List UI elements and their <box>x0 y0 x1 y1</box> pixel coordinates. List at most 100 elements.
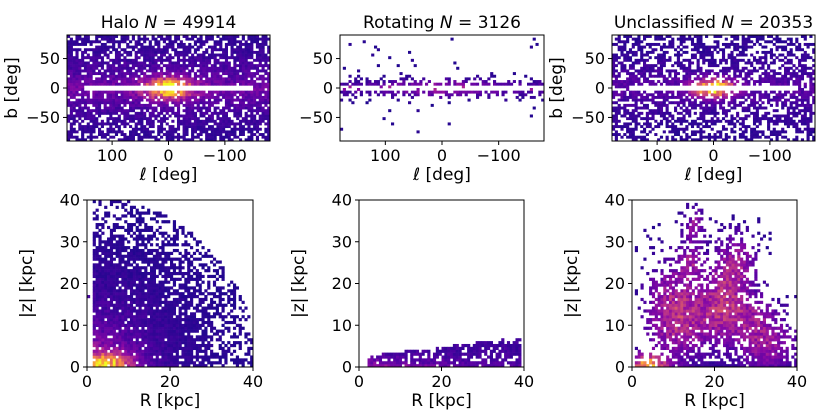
heatmap-bin <box>106 127 110 131</box>
heatmap-bin <box>238 50 243 54</box>
heatmap-bin <box>741 106 745 110</box>
heatmap-bin <box>171 135 175 139</box>
heatmap-bin <box>391 93 395 97</box>
heatmap-bin <box>258 119 262 123</box>
heatmap-bin <box>541 82 545 86</box>
heatmap-bin <box>261 58 265 62</box>
heatmap-bin <box>637 45 641 49</box>
heatmap-bin <box>138 300 142 304</box>
heatmap-bin <box>222 138 226 142</box>
heatmap-bin <box>342 90 346 94</box>
heatmap-bin <box>127 251 131 256</box>
heatmap-bin <box>792 138 796 142</box>
heatmap-bin <box>157 66 161 70</box>
heatmap-bin <box>95 254 99 258</box>
heatmap-bin <box>645 58 649 62</box>
heatmap-bin <box>710 45 714 49</box>
heatmap-bin <box>250 109 254 113</box>
heatmap-bin <box>86 56 90 60</box>
heatmap-bin <box>98 300 102 304</box>
heatmap-bin <box>767 122 771 126</box>
heatmap-bin <box>182 119 186 123</box>
heatmap-bin <box>668 69 672 73</box>
heatmap-bin <box>247 101 251 105</box>
heatmap-bin <box>713 135 717 139</box>
heatmap-bin <box>707 50 711 54</box>
heatmap-bin <box>78 85 82 89</box>
heatmap-bin <box>176 74 181 78</box>
heatmap-bin <box>199 127 203 131</box>
heatmap-bin <box>147 257 151 261</box>
heatmap-bin <box>202 40 206 44</box>
heatmap-bin <box>809 103 813 107</box>
heatmap-bin <box>665 80 669 83</box>
heatmap-bin <box>264 114 268 118</box>
heatmap-bin <box>719 130 723 134</box>
heatmap-bin <box>224 82 229 86</box>
heatmap-bin <box>138 361 142 365</box>
heatmap-bin <box>98 266 102 270</box>
heatmap-bin <box>132 297 136 302</box>
heatmap-bin <box>101 223 105 227</box>
heatmap-bin <box>95 53 99 57</box>
heatmap-bin <box>98 90 102 94</box>
heatmap-bin <box>137 77 141 81</box>
heatmap-bin <box>132 358 136 362</box>
heatmap-bin <box>682 50 686 54</box>
heatmap-bin <box>253 119 257 123</box>
heatmap-bin <box>137 122 141 126</box>
x-tick-label: 100 <box>97 146 128 165</box>
heatmap-bin <box>738 101 742 105</box>
heatmap-bin <box>382 74 386 78</box>
heatmap-bin <box>676 77 680 81</box>
heatmap-bin <box>758 35 762 38</box>
heatmap-bin <box>224 111 229 115</box>
heatmap-bin <box>86 90 90 94</box>
heatmap-bin <box>459 93 463 97</box>
heatmap-bin <box>685 106 689 110</box>
heatmap-bin <box>100 95 104 99</box>
heatmap-bin <box>376 93 380 97</box>
heatmap-bin <box>149 364 154 368</box>
heatmap-bin <box>614 42 618 46</box>
heatmap-bin <box>121 225 125 230</box>
halo-sky-x-label: ℓ [deg] <box>139 165 198 185</box>
heatmap-bin <box>690 122 695 126</box>
heatmap-bin <box>126 93 130 97</box>
heatmap-bin <box>755 111 759 115</box>
heatmap-bin <box>127 295 131 299</box>
heatmap-bin <box>676 58 680 62</box>
heatmap-bin <box>137 133 141 136</box>
heatmap-bin <box>188 109 192 113</box>
heatmap-bin <box>227 90 231 94</box>
heatmap-bin <box>67 50 71 54</box>
heatmap-bin <box>752 133 757 136</box>
heatmap-bin <box>623 58 627 62</box>
heatmap-bin <box>176 69 181 73</box>
heatmap-bin <box>657 101 661 105</box>
heatmap-bin <box>114 98 119 102</box>
heatmap-bin <box>637 72 641 76</box>
heatmap-bin <box>713 64 717 68</box>
heatmap-bin <box>131 66 135 70</box>
heatmap-bin <box>160 122 164 126</box>
heatmap-bin <box>253 58 257 62</box>
heatmap-bin <box>137 40 141 44</box>
heatmap-bin <box>140 130 144 134</box>
heatmap-bin <box>651 127 655 131</box>
heatmap-bin <box>233 125 237 129</box>
heatmap-bin <box>758 98 762 102</box>
heatmap-bin <box>264 130 268 134</box>
heatmap-bin <box>147 343 151 348</box>
heatmap-bin <box>112 292 116 296</box>
heatmap-bin <box>702 93 706 97</box>
heatmap-bin <box>676 93 680 97</box>
heatmap-bin <box>207 56 212 60</box>
heatmap-bin <box>118 292 122 296</box>
heatmap-bin <box>121 364 125 368</box>
heatmap-bin <box>688 93 692 97</box>
heatmap-bin <box>104 338 108 342</box>
heatmap-bin <box>795 56 799 60</box>
heatmap-bin <box>707 58 711 62</box>
heatmap-bin <box>106 117 110 121</box>
